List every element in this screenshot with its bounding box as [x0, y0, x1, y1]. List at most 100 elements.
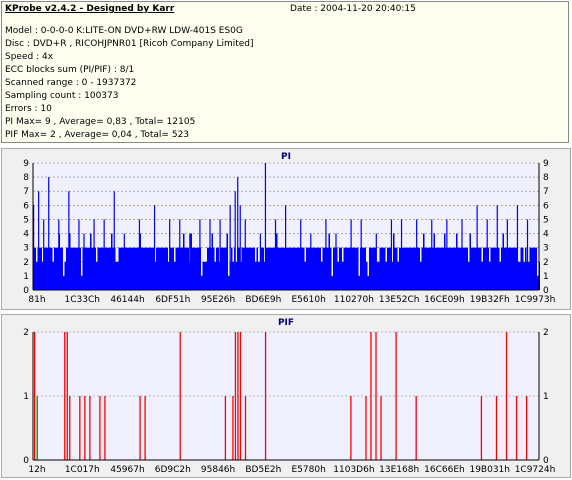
- pi-spike: [506, 219, 508, 290]
- pi-bar: [444, 233, 446, 290]
- pi-bar: [336, 247, 338, 290]
- pi-bar: [139, 233, 141, 290]
- pi-bar: [351, 247, 353, 290]
- pi-bar: [70, 247, 72, 290]
- pi-bar: [391, 261, 393, 290]
- x-tick-label: E5610h: [291, 295, 325, 305]
- pi-bar: [73, 247, 75, 290]
- pi-bar: [307, 247, 309, 290]
- pi-spike: [239, 205, 241, 290]
- y-tick-label-right: 6: [543, 201, 549, 211]
- pi-bar: [124, 247, 126, 290]
- y-tick-label-left: 0: [23, 456, 29, 466]
- pi-bar: [376, 261, 378, 290]
- x-tick-label: 95846h: [201, 465, 235, 475]
- pi-bar: [535, 247, 537, 290]
- chart-title: PI: [281, 152, 291, 162]
- pi-spike: [274, 219, 277, 290]
- pi-bar: [519, 261, 521, 290]
- pi-bar: [406, 247, 408, 290]
- pi-bar: [508, 247, 510, 290]
- pi-bar: [381, 247, 383, 290]
- pi-spike: [496, 205, 498, 290]
- info-errors: Errors : 10: [5, 104, 52, 114]
- pi-bar: [241, 247, 243, 290]
- pi-bar: [408, 247, 410, 290]
- pi-bar: [388, 247, 390, 290]
- pi-bar: [468, 261, 470, 290]
- pi-bar: [520, 247, 522, 290]
- pi-bar: [145, 247, 147, 290]
- pi-spike: [48, 177, 50, 290]
- pi-bar: [250, 247, 252, 290]
- pi-bar: [51, 247, 53, 290]
- pi-bar: [100, 247, 102, 290]
- pi-bar: [405, 247, 407, 290]
- y-tick-label-right: 3: [543, 244, 549, 254]
- pi-bar: [345, 247, 347, 290]
- pi-bar: [252, 247, 254, 290]
- y-tick-label-right: 1: [543, 272, 549, 282]
- pi-spike: [38, 191, 40, 290]
- disc-info-panel: KProbe v2.4.2 - Designed by Karr Date : …: [1, 1, 569, 143]
- y-tick-label-right: 7: [543, 187, 549, 197]
- pi-bar: [453, 247, 455, 290]
- pif-bar: [139, 396, 141, 460]
- pi-bar: [186, 247, 188, 290]
- pi-spike: [219, 219, 221, 290]
- pi-bar: [36, 261, 38, 290]
- pi-bar: [459, 247, 461, 290]
- pif-bar: [69, 396, 71, 460]
- pi-bar: [79, 247, 81, 290]
- pif-bar: [415, 396, 417, 460]
- pi-bar: [286, 247, 288, 290]
- pi-spike: [244, 219, 246, 290]
- pi-bar: [333, 247, 335, 290]
- info-pif-stats: PIF Max= 2 , Average= 0,04 , Total= 523: [5, 130, 190, 140]
- pi-bar: [172, 247, 174, 290]
- pi-bar: [396, 247, 398, 290]
- pi-bar: [436, 247, 438, 290]
- pi-bar: [424, 247, 426, 290]
- pi-bar: [129, 247, 131, 290]
- pi-bar: [66, 247, 68, 290]
- pif-bar: [34, 332, 36, 460]
- y-tick-label-left: 4: [23, 230, 29, 240]
- x-tick-label: 1C33Ch: [65, 295, 100, 305]
- y-tick-label-right: 2: [543, 258, 549, 268]
- pi-bar: [154, 261, 156, 290]
- pi-bar: [502, 233, 504, 290]
- pi-bar: [190, 233, 192, 290]
- x-tick-label: 1C017h: [65, 465, 100, 475]
- pi-spike: [78, 219, 80, 290]
- pi-bar: [315, 247, 317, 290]
- pi-bar: [493, 247, 495, 290]
- pi-bar: [412, 247, 414, 290]
- pi-bar: [192, 247, 194, 290]
- pi-bar: [478, 247, 480, 290]
- pi-bar: [256, 247, 258, 290]
- pi-spike: [476, 205, 478, 290]
- pi-bar: [99, 247, 101, 290]
- pif-bar: [79, 396, 81, 460]
- pi-bar: [238, 247, 240, 290]
- pif-chart-panel: PIF 0 0 1 1 2 2 12h 1C017h 45967h 6D9C2h 95846h BD5E…: [1, 314, 571, 478]
- pi-spike: [234, 191, 236, 290]
- pi-bar: [537, 275, 539, 290]
- pi-bar: [499, 261, 501, 290]
- pi-bar: [426, 247, 428, 290]
- pi-bar: [135, 247, 137, 290]
- pi-bar: [171, 247, 173, 290]
- pi-bar: [49, 247, 51, 290]
- pi-bar: [447, 247, 449, 290]
- pi-bar: [273, 247, 275, 290]
- pi-bar: [417, 247, 419, 290]
- pi-bar: [454, 247, 456, 290]
- pi-bar: [451, 247, 453, 290]
- app-title: KProbe v2.4.2 - Designed by Karr: [5, 4, 175, 14]
- x-tick-label: 46144h: [110, 295, 144, 305]
- pi-bar: [84, 247, 86, 290]
- pi-bar: [94, 247, 96, 290]
- pi-bar: [501, 247, 503, 290]
- pif-bar: [232, 396, 234, 460]
